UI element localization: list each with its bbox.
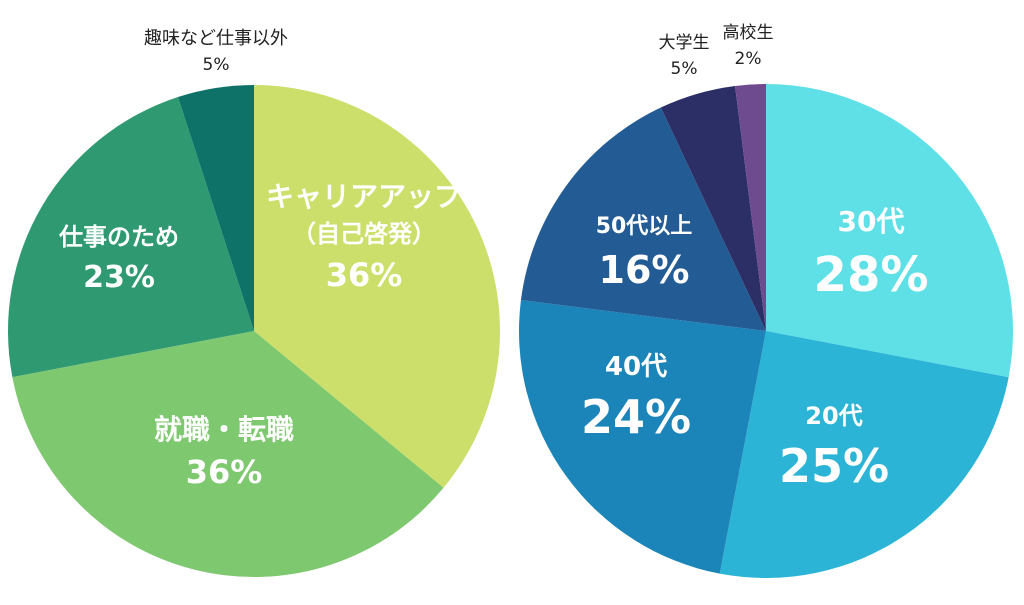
slice-label: 50代以上	[596, 214, 693, 239]
slice-label: キャリアアップ	[266, 180, 463, 213]
slice-value-label: 16%	[599, 248, 690, 292]
pie-slice-0-0	[254, 85, 500, 488]
pie-slice-0-1	[12, 331, 444, 577]
pie-slice-1-1	[719, 331, 1009, 578]
slice-label-outside: 趣味など仕事以外	[144, 28, 288, 49]
pie-chart-purpose: キャリアアップ （自己啓発） 36% 就職・転職 36% 仕事のため 23% 趣味など仕事以外…	[7, 28, 500, 577]
pie-slice-0-3	[177, 85, 254, 331]
pie-slice-1-3	[520, 107, 766, 331]
slice-value-label: 25%	[779, 439, 889, 493]
slice-value-label: 24%	[581, 390, 691, 444]
slice-value-label-outside: 5%	[203, 55, 230, 75]
pie-slice-1-5	[735, 84, 766, 331]
slice-label: 就職・転職	[154, 413, 294, 446]
slice-label: 30代	[838, 205, 905, 238]
slice-label-outside: 大学生	[659, 33, 710, 53]
pie-slice-0-2	[7, 97, 254, 378]
slice-value-label-outside: 5%	[671, 59, 698, 79]
slice-label: 20代	[805, 402, 862, 430]
slice-value-label: 28%	[814, 247, 929, 303]
slice-label-outside: 高校生	[723, 23, 774, 43]
slice-value-label: 36%	[326, 256, 403, 294]
slice-value-label: 23%	[83, 260, 155, 295]
slice-label: 40代	[605, 352, 667, 382]
pie-slice-1-2	[519, 300, 766, 574]
slice-value-label-outside: 2%	[735, 49, 762, 69]
pie-slice-1-4	[660, 85, 766, 332]
pie-chart-age-group: 30代 28% 20代 25% 40代 24% 50代以上 16% 大学生 5% 高校生 2%	[519, 23, 1013, 578]
slice-sublabel: （自己啓発）	[292, 220, 436, 248]
slice-value-label: 36%	[186, 453, 263, 491]
slice-label: 仕事のため	[58, 223, 179, 251]
pie-slice-1-0	[766, 84, 1013, 378]
